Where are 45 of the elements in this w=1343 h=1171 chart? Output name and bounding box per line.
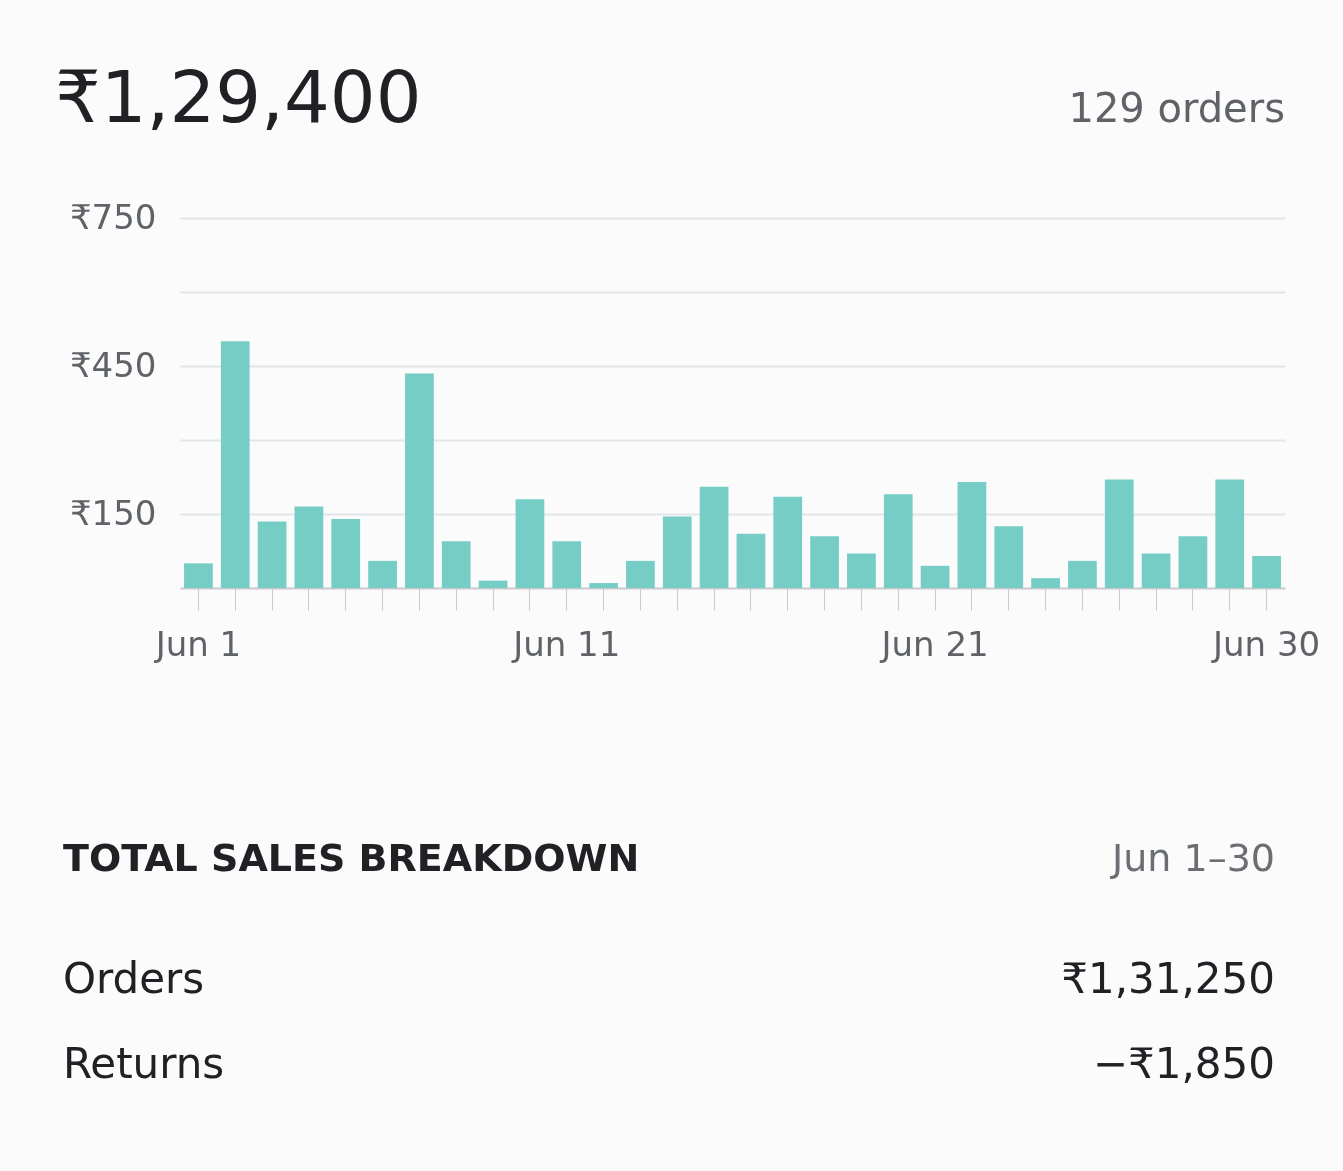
bar <box>1141 553 1171 588</box>
text: −₹1,850 <box>1092 1039 1275 1088</box>
chart-subtitle: 129 orders <box>1068 85 1285 131</box>
text: Returns <box>63 1039 225 1088</box>
bar <box>662 516 692 588</box>
bar <box>1215 479 1245 588</box>
text: Jun 1–30 <box>1110 836 1275 880</box>
bar <box>184 563 213 588</box>
text: ₹1,31,250 <box>1061 954 1275 1003</box>
bar <box>957 481 987 588</box>
bar <box>920 565 950 588</box>
bar <box>552 541 582 588</box>
bar <box>1104 479 1134 588</box>
text: TOTAL SALES BREAKDOWN <box>63 836 640 880</box>
bar <box>478 580 508 588</box>
bar <box>1068 560 1097 588</box>
y-tick-label: ₹450 <box>69 344 157 385</box>
bar <box>441 541 471 588</box>
bar <box>1031 578 1060 588</box>
x-tick-label: Jun 21 <box>879 623 989 664</box>
bar <box>810 536 839 588</box>
bar <box>773 496 803 588</box>
y-tick-label: ₹750 <box>69 196 157 237</box>
bar <box>699 486 729 588</box>
bar <box>257 521 287 588</box>
bar <box>220 341 250 588</box>
bar <box>368 560 397 588</box>
bar <box>589 583 618 588</box>
bar <box>883 494 913 588</box>
bar <box>405 373 434 588</box>
bar <box>626 560 655 588</box>
text: Orders <box>63 954 205 1003</box>
bar <box>847 553 876 588</box>
bar <box>515 499 545 588</box>
bar <box>1252 555 1281 588</box>
chart-title: ₹1,29,400 <box>55 55 422 139</box>
bar <box>1178 536 1208 588</box>
bar <box>736 533 766 588</box>
x-tick-label: Jun 11 <box>511 623 621 664</box>
bar <box>994 526 1024 588</box>
bar <box>294 506 324 588</box>
bar <box>331 518 361 588</box>
x-tick-label: Jun 1 <box>153 623 242 664</box>
x-tick-label: Jun 30 <box>1210 623 1321 664</box>
y-tick-label: ₹150 <box>69 492 157 533</box>
